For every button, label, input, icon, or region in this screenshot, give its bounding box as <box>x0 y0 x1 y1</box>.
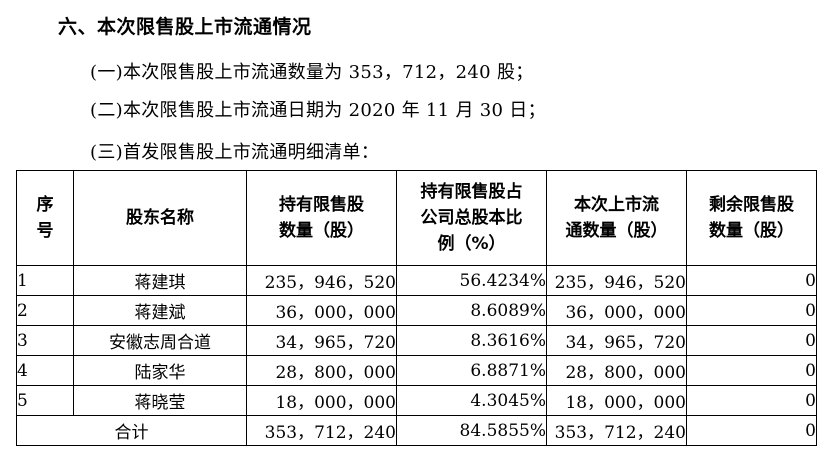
table-row: 3 安徽志周合道 34，965，720 8.3616% 34，965，720 0 <box>16 325 817 356</box>
cell-total-held: 353，712，240 <box>246 415 397 446</box>
cell-remaining: 0 <box>686 265 817 296</box>
cell-shareholder: 安徽志周合道 <box>73 325 247 356</box>
paragraph-listing-date: (二)本次限售股上市流通日期为 2020 年 11 月 30 日； <box>90 100 546 121</box>
cell-shareholder: 陆家华 <box>73 355 247 386</box>
cell-total-ratio: 84.5855% <box>396 415 547 446</box>
cell-listed: 28，800，000 <box>546 355 687 386</box>
header-listed-shares: 本次上市流 通数量（股） <box>546 170 687 266</box>
cell-remaining: 0 <box>686 355 817 386</box>
cell-held: 34，965，720 <box>246 325 397 356</box>
cell-listed: 34，965，720 <box>546 325 687 356</box>
header-held-shares: 持有限售股 数量（股） <box>246 170 397 266</box>
cell-held: 28，800，000 <box>246 355 397 386</box>
cell-total-label: 合计 <box>16 415 247 446</box>
cell-total-remaining: 0 <box>686 415 817 446</box>
paragraph-list-intro: (三)首发限售股上市流通明细清单： <box>90 142 380 163</box>
header-index: 序 号 <box>16 170 74 266</box>
cell-listed: 36，000，000 <box>546 295 687 326</box>
header-remaining-shares: 剩余限售股 数量（股） <box>686 170 817 266</box>
section-heading: 六、本次限售股上市流通情况 <box>58 16 312 38</box>
cell-shareholder: 蒋晓莹 <box>73 385 247 416</box>
table-row: 1 蒋建琪 235，946，520 56.4234% 235，946，520 0 <box>16 265 817 296</box>
cell-index: 2 <box>16 295 74 326</box>
cell-remaining: 0 <box>686 385 817 416</box>
cell-total-listed: 353，712，240 <box>546 415 687 446</box>
cell-ratio: 6.8871% <box>396 355 547 386</box>
header-ratio: 持有限售股占 公司总股本比 例（%） <box>396 170 547 266</box>
header-shareholder-name: 股东名称 <box>73 170 247 266</box>
table-row: 2 蒋建斌 36，000，000 8.6089% 36，000，000 0 <box>16 295 817 326</box>
cell-ratio: 8.6089% <box>396 295 547 326</box>
cell-ratio: 8.3616% <box>396 325 547 356</box>
cell-index: 4 <box>16 355 74 386</box>
cell-held: 18，000，000 <box>246 385 397 416</box>
cell-held: 36，000，000 <box>246 295 397 326</box>
cell-index: 3 <box>16 325 74 356</box>
cell-listed: 18，000，000 <box>546 385 687 416</box>
cell-shareholder: 蒋建斌 <box>73 295 247 326</box>
cell-shareholder: 蒋建琪 <box>73 265 247 296</box>
table-row: 5 蒋晓莹 18，000，000 4.3045% 18，000，000 0 <box>16 385 817 416</box>
cell-remaining: 0 <box>686 295 817 326</box>
cell-listed: 235，946，520 <box>546 265 687 296</box>
cell-held: 235，946，520 <box>246 265 397 296</box>
restricted-shares-table: 序 号 股东名称 持有限售股 数量（股） 持有限售股占 公司总股本比 例（%） … <box>16 170 817 446</box>
cell-ratio: 4.3045% <box>396 385 547 416</box>
cell-index: 1 <box>16 265 74 296</box>
table-header-row: 序 号 股东名称 持有限售股 数量（股） 持有限售股占 公司总股本比 例（%） … <box>16 170 817 266</box>
cell-remaining: 0 <box>686 325 817 356</box>
cell-ratio: 56.4234% <box>396 265 547 296</box>
table-row: 4 陆家华 28，800，000 6.8871% 28，800，000 0 <box>16 355 817 386</box>
paragraph-listing-quantity: (一)本次限售股上市流通数量为 353，712，240 股； <box>90 62 534 83</box>
table-total-row: 合计 353，712，240 84.5855% 353，712，240 0 <box>16 415 817 446</box>
cell-index: 5 <box>16 385 74 416</box>
